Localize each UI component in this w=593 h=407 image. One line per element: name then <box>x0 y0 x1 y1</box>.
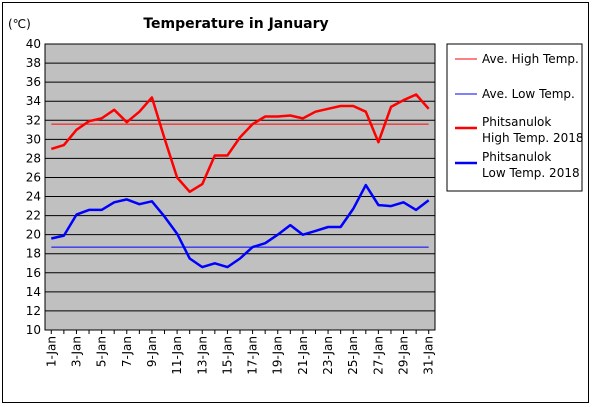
legend-box <box>446 43 583 192</box>
y-tick-label: 24 <box>26 190 41 204</box>
y-tick-label: 22 <box>26 209 41 223</box>
y-tick-label: 34 <box>26 94 41 108</box>
x-tick-label: 31-Jan <box>422 336 436 375</box>
y-tick-label: 16 <box>26 266 41 280</box>
legend-label: Phitsanulok <box>482 150 551 164</box>
y-tick-label: 12 <box>26 304 41 318</box>
y-tick-label: 32 <box>26 113 41 127</box>
series-line-4 <box>51 183 430 269</box>
plot-area <box>44 43 436 331</box>
legend: Ave. High Temp. Ave. Low Temp. Phitsanulok… <box>455 52 584 180</box>
y-tick-label: 10 <box>26 323 41 337</box>
x-tick-label: 27-Jan <box>371 336 385 375</box>
y-tick-label: 14 <box>26 285 41 299</box>
x-tick-label: 3-Jan <box>69 336 83 367</box>
x-tick-label: 15-Jan <box>220 336 234 375</box>
y-axis-unit-label: (℃) <box>8 17 31 31</box>
legend-label: High Temp. 2018 <box>482 131 584 145</box>
x-tick-label: 17-Jan <box>246 336 260 375</box>
x-tick-label: 7-Jan <box>120 336 134 367</box>
y-axis-ticks: 10 12 14 16 18 20 22 24 26 28 30 32 34 36 38 40 <box>26 37 41 337</box>
chart-title: Temperature in January <box>143 16 328 32</box>
legend-label: Low Temp. 2018 <box>482 166 580 180</box>
x-tick-label: 21-Jan <box>296 336 310 375</box>
x-tick-label: 5-Jan <box>95 336 109 367</box>
y-tick-label: 20 <box>26 228 41 242</box>
y-tick-label: 28 <box>26 151 41 165</box>
legend-label: Phitsanulok <box>482 115 551 129</box>
y-tick-label: 38 <box>26 56 41 70</box>
x-tick-label: 25-Jan <box>346 336 360 375</box>
x-tick-label: 9-Jan <box>145 336 159 367</box>
x-tick-label: 13-Jan <box>195 336 209 375</box>
legend-label: Ave. High Temp. <box>482 52 579 66</box>
x-tick-label: 19-Jan <box>271 336 285 375</box>
y-tick-label: 30 <box>26 132 41 146</box>
series-lines <box>50 93 430 269</box>
x-tick-label: 11-Jan <box>170 336 184 375</box>
x-tick-label: 29-Jan <box>397 336 411 375</box>
x-tick-label: 1-Jan <box>44 336 58 367</box>
x-tick-label: 23-Jan <box>321 336 335 375</box>
legend-label: Ave. Low Temp. <box>482 87 575 101</box>
y-tick-label: 18 <box>26 247 41 261</box>
x-axis-ticks: 1-Jan 3-Jan 5-Jan 7-Jan 9-Jan 11-Jan 13-Jan 15-… <box>44 330 436 375</box>
y-tick-label: 36 <box>26 75 41 89</box>
y-tick-label: 26 <box>26 170 41 184</box>
series-line-3 <box>50 93 430 194</box>
y-tick-label: 40 <box>26 37 41 51</box>
